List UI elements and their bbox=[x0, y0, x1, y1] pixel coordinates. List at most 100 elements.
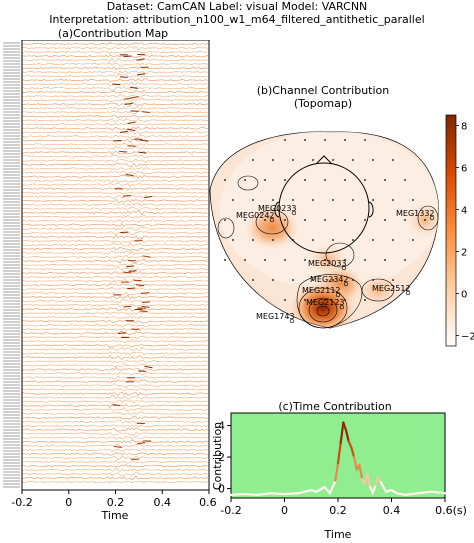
channel-traces bbox=[21, 41, 209, 484]
time-x-label: Time bbox=[324, 528, 352, 541]
sensor-dot bbox=[364, 259, 366, 261]
channel-trace bbox=[21, 323, 209, 328]
sensor-dot bbox=[312, 159, 314, 161]
line-segment bbox=[229, 492, 246, 496]
figure-subtitle: Interpretation: attribution_n100_w1_m64_… bbox=[49, 13, 425, 26]
peak-streak bbox=[127, 121, 136, 125]
channel-trace bbox=[21, 262, 209, 267]
channel-trace bbox=[21, 162, 209, 168]
sensor-dot bbox=[284, 259, 286, 261]
sensor-dot bbox=[352, 159, 354, 161]
channel-trace bbox=[21, 41, 209, 46]
sensor-dot bbox=[292, 279, 294, 281]
channel-trace bbox=[21, 391, 209, 397]
sensor-dot bbox=[404, 259, 406, 261]
sensor-dot bbox=[412, 199, 414, 201]
channel-trace bbox=[21, 118, 209, 123]
sensor-dot bbox=[324, 299, 326, 301]
sensor-dot bbox=[364, 179, 366, 181]
peak-streak bbox=[140, 66, 149, 69]
channel-label-column bbox=[3, 42, 20, 488]
line-segment bbox=[256, 492, 273, 496]
channel-trace bbox=[21, 360, 209, 364]
peak-streak bbox=[136, 284, 145, 287]
sensor-dot bbox=[364, 299, 366, 301]
sensor-dot bbox=[392, 279, 394, 281]
time-x-tick-label: 0 bbox=[281, 504, 288, 517]
sensor-dot bbox=[344, 259, 346, 261]
sensor-dot bbox=[352, 279, 354, 281]
line-segment bbox=[334, 462, 340, 482]
channel-trace bbox=[21, 475, 209, 481]
channel-marker bbox=[429, 215, 435, 221]
channel-trace bbox=[21, 106, 209, 111]
peak-streak bbox=[119, 130, 129, 133]
channel-trace bbox=[21, 154, 209, 158]
channel-trace bbox=[21, 451, 209, 456]
channel-trace bbox=[21, 242, 209, 247]
channel-marker bbox=[341, 265, 347, 271]
peak-streak bbox=[126, 265, 135, 268]
sensor-dots bbox=[224, 139, 426, 301]
peak-streak bbox=[124, 102, 133, 105]
map-x-tick-label: 0.6(s) bbox=[199, 496, 216, 509]
sensor-dot bbox=[372, 199, 374, 201]
channel-marker bbox=[339, 304, 345, 310]
peak-streak bbox=[127, 287, 136, 290]
channel-marker bbox=[269, 217, 275, 223]
peak-streak bbox=[119, 150, 128, 153]
peak-streak bbox=[138, 370, 147, 372]
channel-trace bbox=[21, 424, 209, 428]
channel-trace bbox=[21, 202, 208, 208]
sensor-dot bbox=[304, 259, 306, 261]
colorbar-tick-label: 4 bbox=[461, 206, 467, 217]
channel-trace bbox=[21, 97, 209, 103]
sensor-dot bbox=[264, 219, 266, 221]
channel-trace bbox=[21, 166, 208, 171]
sensor-dot bbox=[252, 279, 254, 281]
sensor-dot bbox=[232, 239, 234, 241]
time-contribution-line bbox=[229, 421, 447, 496]
channel-trace bbox=[21, 271, 209, 275]
channel-trace bbox=[22, 78, 209, 83]
sensor-dot bbox=[304, 299, 306, 301]
sensor-dot bbox=[392, 239, 394, 241]
channel-trace bbox=[21, 74, 209, 78]
sensor-dot bbox=[344, 299, 346, 301]
line-segment bbox=[352, 455, 358, 471]
channel-trace bbox=[21, 114, 209, 119]
time-y-tick-label: 2 bbox=[218, 451, 225, 464]
channel-trace bbox=[21, 226, 209, 231]
peak-streak bbox=[141, 111, 150, 114]
channel-trace bbox=[21, 346, 209, 351]
colorbar-tick-label: 2 bbox=[461, 248, 467, 259]
sensor-dot bbox=[292, 159, 294, 161]
line-segment bbox=[344, 429, 350, 443]
channel-trace bbox=[21, 448, 209, 453]
sensor-dot bbox=[384, 179, 386, 181]
map-x-tick-label: 0 bbox=[65, 496, 72, 509]
time-y-axis: 0 2 4 bbox=[218, 420, 231, 496]
peak-streak bbox=[123, 271, 132, 274]
peak-streak bbox=[141, 292, 150, 295]
peak-streak bbox=[139, 310, 148, 313]
sensor-dot bbox=[244, 179, 246, 181]
contribution-map-x-axis: -0.2 0 0.2 0.4 0.6(s) bbox=[11, 490, 216, 509]
channel-trace bbox=[21, 210, 209, 216]
sensor-dot bbox=[332, 239, 334, 241]
sensor-dot bbox=[352, 199, 354, 201]
colorbar-tick-label: 8 bbox=[461, 122, 467, 133]
channel-trace bbox=[21, 158, 209, 163]
colorbar-ticks: 8 6 4 2 0 −2 bbox=[456, 122, 474, 343]
channel-trace bbox=[21, 307, 208, 312]
channel-trace bbox=[21, 254, 209, 259]
colorbar-tick-label: 0 bbox=[461, 290, 467, 301]
peak-streak bbox=[136, 442, 146, 445]
channel-trace bbox=[21, 179, 209, 183]
colorbar bbox=[445, 114, 457, 347]
peak-streak bbox=[144, 196, 153, 199]
peak-streak bbox=[123, 305, 132, 308]
channel-label: MEG2512 bbox=[372, 284, 411, 293]
line-segment bbox=[350, 446, 356, 459]
channel-trace bbox=[21, 89, 209, 94]
